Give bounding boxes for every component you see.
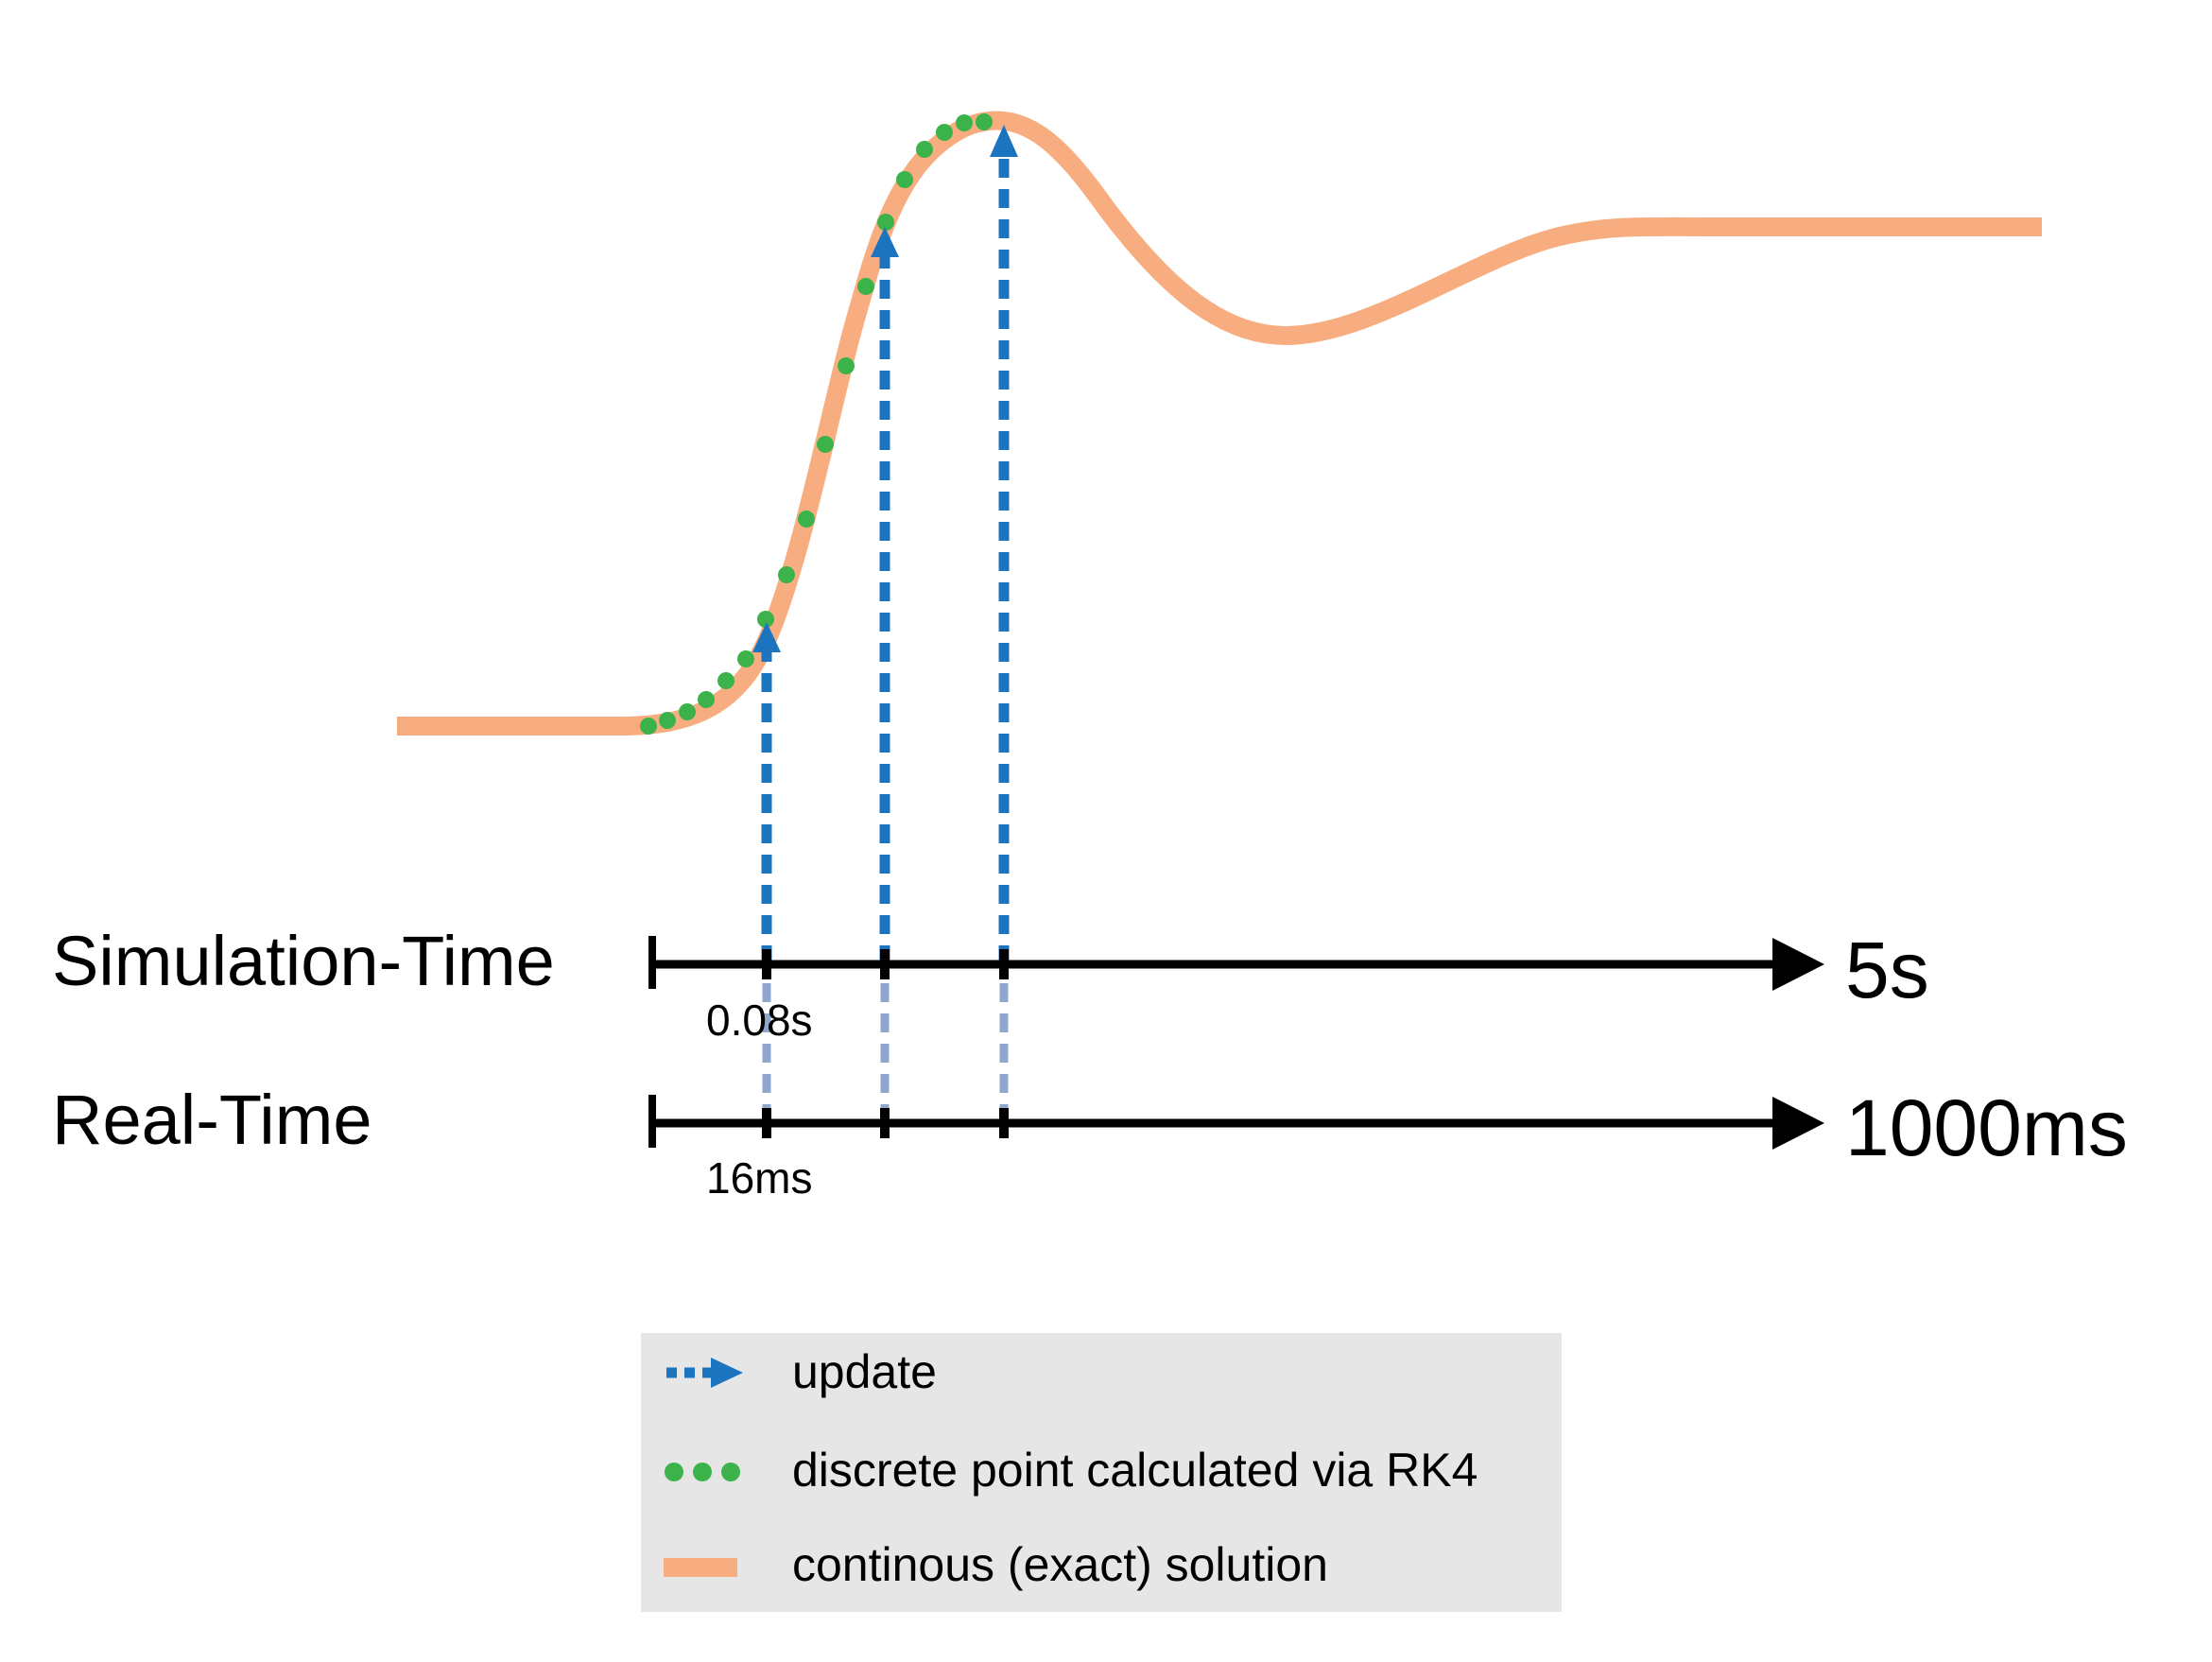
rk4-point (838, 357, 855, 374)
rk4-point (877, 214, 894, 231)
update-arrow-head (752, 622, 781, 652)
rk4-point (857, 278, 874, 295)
legend-update-label: update (792, 1345, 937, 1398)
continuous-solution-curve (397, 111, 2042, 736)
simulation-axis-arrowhead (1772, 938, 1824, 991)
legend: update discrete point calculated via RK4… (641, 1333, 1562, 1612)
update-arrows (752, 125, 1018, 1111)
rk4-point (737, 650, 754, 667)
legend-continuous-label: continous (exact) solution (792, 1538, 1328, 1591)
rk4-point (976, 113, 993, 130)
real-time-axis: Real-Time 16ms 1000ms (52, 1081, 2128, 1203)
legend-update-symbol (666, 1358, 743, 1388)
simulation-axis-label: Simulation-Time (52, 922, 555, 1000)
legend-dots-symbol (665, 1463, 740, 1481)
real-axis-label: Real-Time (52, 1081, 372, 1159)
simulation-time-axis: Simulation-Time 0.08s 5s (52, 922, 1929, 1045)
legend-background (641, 1333, 1562, 1612)
rk4-point (640, 718, 657, 735)
legend-rk4-label: discrete point calculated via RK4 (792, 1444, 1478, 1497)
legend-line-symbol (664, 1558, 737, 1577)
legend-item-continuous: continous (exact) solution (664, 1538, 1328, 1591)
rk4-point (817, 436, 834, 453)
rk4-points (640, 113, 993, 735)
rk4-point (717, 672, 734, 689)
rk4-point (679, 703, 696, 720)
rk4-point (698, 691, 715, 708)
rk4-point (916, 141, 933, 158)
legend-item-rk4-points: discrete point calculated via RK4 (665, 1444, 1478, 1497)
rk4-point (896, 171, 913, 188)
rk4-point (936, 124, 953, 141)
real-axis-arrowhead (1772, 1097, 1824, 1150)
rk4-point (778, 566, 795, 583)
update-arrow-head (990, 125, 1018, 157)
real-axis-end-label: 1000ms (1845, 1083, 2128, 1172)
legend-item-update: update (666, 1345, 937, 1398)
real-tick-label: 16ms (706, 1153, 812, 1203)
rk4-point (956, 114, 973, 131)
simulation-tick-label: 0.08s (706, 995, 813, 1045)
rk4-point (798, 511, 815, 528)
update-arrow-head (871, 227, 899, 257)
simulation-axis-end-label: 5s (1845, 926, 1929, 1014)
rk4-point (757, 611, 774, 628)
rk4-point (659, 712, 676, 729)
